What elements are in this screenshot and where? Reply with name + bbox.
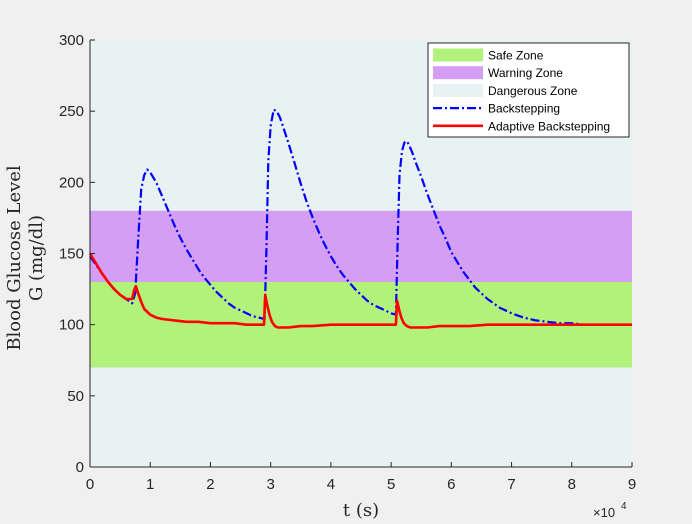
series-layer: [88, 108, 632, 329]
y-tick-label: 200: [59, 174, 84, 191]
legend-items: Safe Zone Warning Zone Dangerous Zone Backs…: [433, 48, 610, 133]
y-tick-label: 150: [59, 246, 84, 263]
legend-swatch: [433, 83, 483, 97]
x-tick-label: 2: [206, 476, 214, 493]
y-tick-label: 300: [59, 32, 84, 49]
legend-label: Dangerous Zone: [488, 84, 578, 98]
legend-label: Safe Zone: [488, 49, 544, 63]
x-tick-label: 5: [387, 476, 395, 493]
x-tick-label: 9: [628, 476, 636, 493]
legend-item-backstepping: Backstepping: [433, 102, 560, 116]
x-tick-label: 3: [266, 476, 274, 493]
y-tick-label: 100: [59, 317, 84, 334]
series-line-adaptive-backstepping: [88, 252, 632, 329]
legend-item-warning-zone: Warning Zone: [433, 66, 563, 80]
legend-swatch: [433, 48, 483, 62]
legend-swatch: [433, 66, 483, 80]
legend: Safe Zone Warning Zone Dangerous Zone Backs…: [427, 42, 630, 138]
x-tick-label: 1: [146, 476, 154, 493]
legend-item-safe-zone: Safe Zone: [433, 48, 544, 63]
y-axis-label-line1: Blood Glucose Level: [4, 165, 25, 351]
legend-label: Backstepping: [488, 102, 560, 116]
x-exponent-base: ×10: [593, 505, 615, 520]
x-tick-label: 7: [507, 476, 515, 493]
x-axis-ticks: 0 1 2 3 4 5 6 7 8 9: [86, 462, 636, 493]
y-tick-label: 0: [76, 459, 84, 476]
x-axis-label: t (s): [343, 500, 379, 521]
x-tick-label: 6: [447, 476, 455, 493]
x-exponent: ×10 4: [593, 501, 627, 520]
y-tick-label: 250: [59, 103, 84, 120]
y-axis-ticks: 0 50 100 150 200 250 300: [59, 32, 95, 476]
legend-item-adaptive-backstepping: Adaptive Backstepping: [433, 119, 610, 133]
legend-label: Warning Zone: [488, 66, 563, 80]
legend-label: Adaptive Backstepping: [488, 119, 610, 133]
series-line-backstepping: [89, 108, 632, 326]
x-tick-label: 4: [327, 476, 335, 493]
x-exponent-power: 4: [621, 501, 627, 512]
x-tick-label: 8: [568, 476, 576, 493]
y-tick-label: 50: [67, 388, 84, 405]
x-tick-label: 0: [86, 476, 94, 493]
legend-item-dangerous-zone: Dangerous Zone: [433, 83, 578, 98]
y-axis-label-line2: G (mg/dl): [26, 215, 47, 301]
